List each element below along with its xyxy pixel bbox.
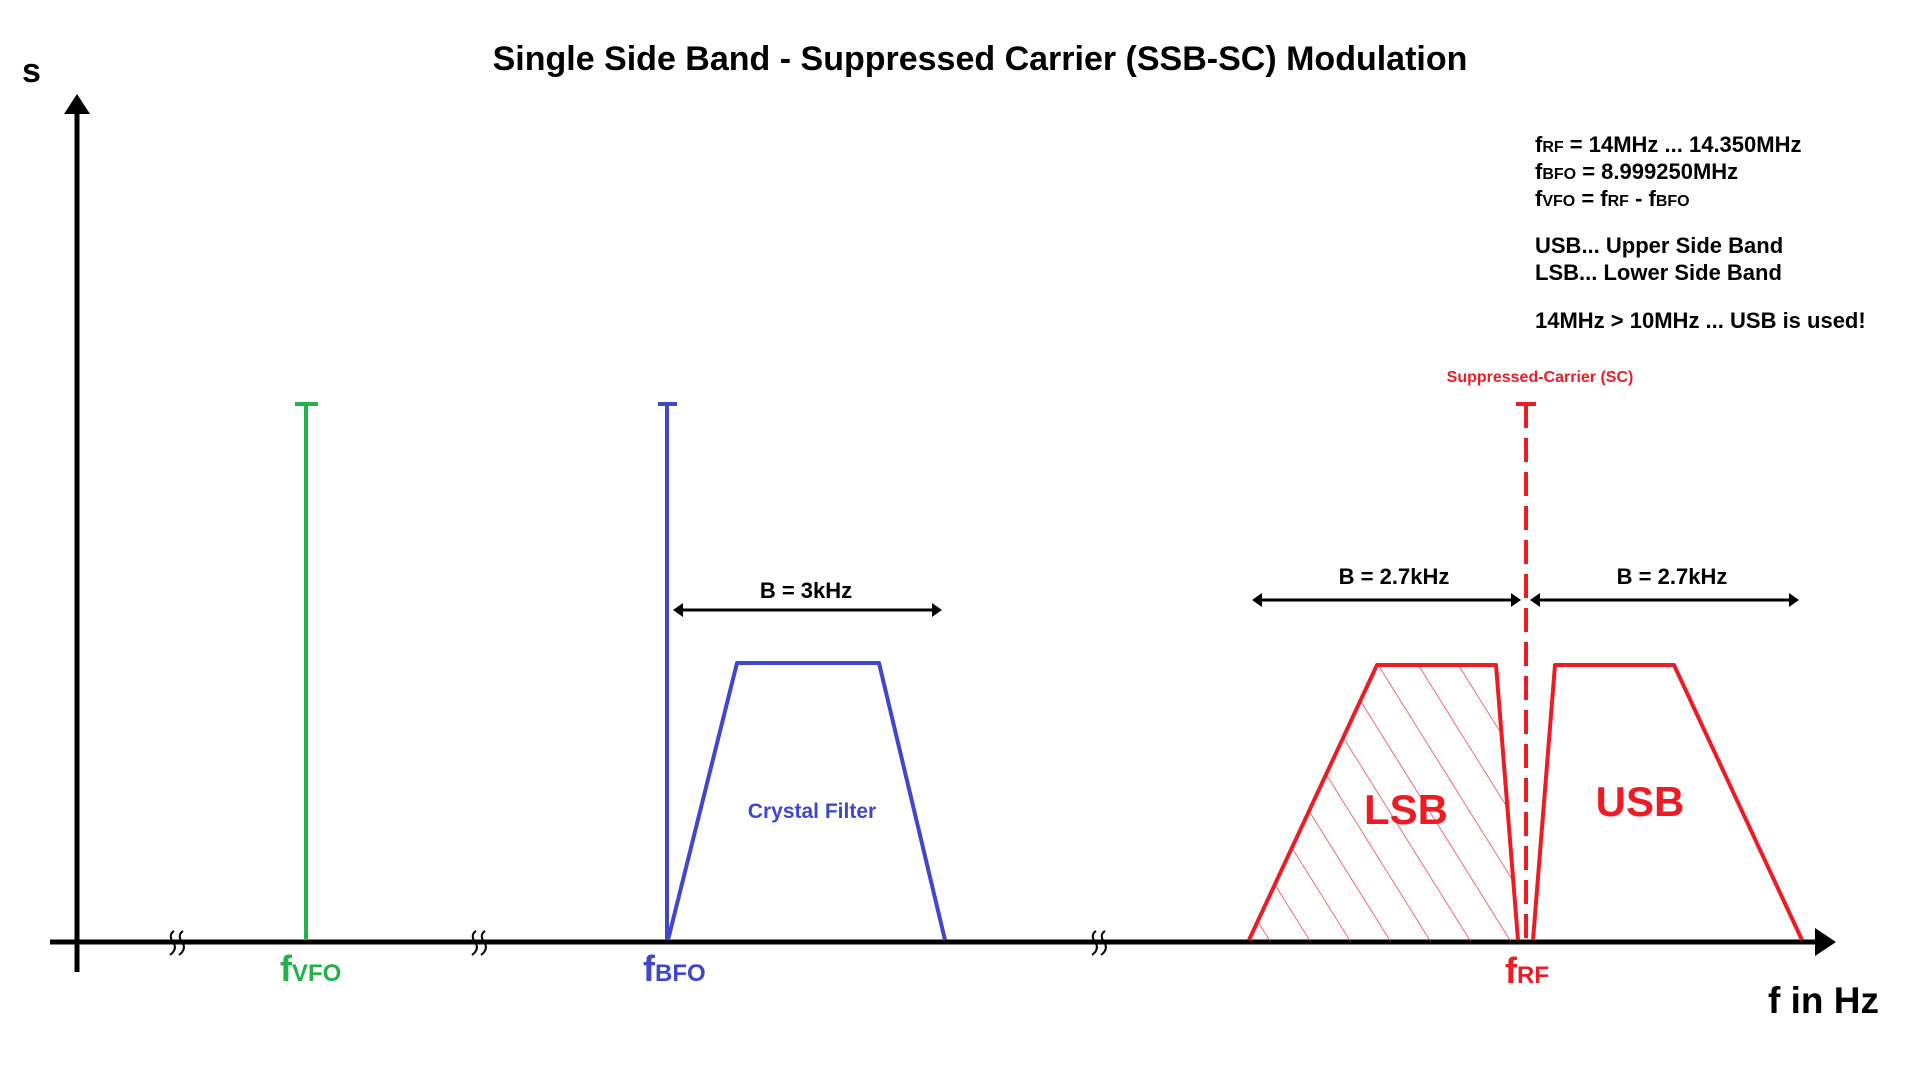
marker-f-vfo: fVFO [280,948,342,989]
y-axis-label: s [22,52,41,90]
axis-break-icon [471,930,487,956]
marker-f-bfo: fBFO [643,948,706,989]
suppressed-carrier-label: Suppressed-Carrier (SC) [1446,369,1634,386]
info-panel: fRF = 14MHz ... 14.350MHz fBFO = 8.99925… [1535,131,1866,334]
lsb-label: LSB [1364,786,1448,833]
x-axis [50,928,1836,956]
info-f-rf: fRF = 14MHz ... 14.350MHz [1535,132,1802,157]
usb-bandwidth-label: B = 2.7kHz [1616,564,1728,589]
filter-bandwidth-label: B = 3kHz [759,578,853,603]
y-axis-arrow-icon [64,94,90,114]
info-f-bfo: fBFO = 8.999250MHz [1535,159,1739,184]
lsb-bandwidth-arrow [1252,593,1521,607]
info-f-vfo: fVFO = fRF - fBFO [1535,186,1690,211]
crystal-filter-label: Crystal Filter [747,800,877,823]
lsb-bandwidth-label: B = 2.7kHz [1338,564,1450,589]
marker-f-rf: fRF [1505,950,1549,991]
bfo-carrier-line [658,402,677,940]
suppressed-carrier-line [1516,402,1536,942]
info-lsb-definition: LSB... Lower Side Band [1535,260,1782,285]
x-axis-label: f in Hz [1768,980,1879,1021]
axis-break-icon [1091,930,1107,956]
crystal-filter-passband [666,661,947,941]
info-conclusion: 14MHz > 10MHz ... USB is used! [1535,308,1866,333]
axis-break-icon [169,930,185,956]
usb-sideband [1531,663,1804,941]
diagram-title: Single Side Band - Suppressed Carrier (S… [492,40,1468,78]
filter-bandwidth-arrow [673,603,942,617]
info-usb-definition: USB... Upper Side Band [1535,233,1784,258]
x-axis-arrow-icon [1815,928,1836,956]
vfo-carrier-line [295,402,318,940]
usb-bandwidth-arrow [1530,593,1799,607]
usb-label: USB [1595,778,1685,825]
y-axis [64,94,90,972]
